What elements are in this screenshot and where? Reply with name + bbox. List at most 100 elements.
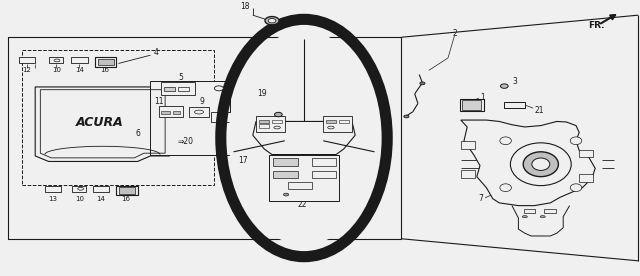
- Bar: [71, 57, 88, 63]
- Bar: [579, 174, 593, 182]
- Bar: [150, 81, 230, 155]
- Bar: [119, 187, 135, 194]
- Ellipse shape: [195, 110, 204, 114]
- Polygon shape: [35, 87, 172, 161]
- Bar: [259, 124, 269, 128]
- Text: 14: 14: [75, 67, 84, 73]
- Text: 8: 8: [255, 104, 260, 113]
- Ellipse shape: [265, 17, 279, 25]
- Ellipse shape: [78, 187, 83, 190]
- Ellipse shape: [570, 137, 582, 145]
- Text: 14: 14: [97, 196, 106, 202]
- Text: 21: 21: [534, 106, 544, 115]
- Ellipse shape: [241, 111, 249, 116]
- Bar: [49, 57, 63, 63]
- FancyBboxPatch shape: [323, 116, 352, 132]
- Text: 11: 11: [154, 97, 163, 106]
- Text: 16: 16: [100, 67, 109, 73]
- Bar: [93, 186, 109, 192]
- Bar: [259, 120, 269, 123]
- Text: 14: 14: [217, 104, 226, 110]
- Ellipse shape: [214, 86, 223, 91]
- Text: FR.: FR.: [588, 21, 605, 30]
- Text: 2: 2: [452, 29, 457, 38]
- Bar: [273, 171, 298, 178]
- Text: 9: 9: [199, 97, 204, 106]
- Bar: [544, 209, 556, 213]
- Bar: [178, 87, 189, 91]
- Bar: [98, 59, 114, 65]
- Bar: [116, 186, 138, 195]
- Bar: [312, 171, 336, 178]
- Bar: [272, 120, 282, 123]
- Bar: [95, 57, 116, 67]
- Bar: [460, 99, 484, 111]
- FancyBboxPatch shape: [161, 82, 195, 95]
- Bar: [173, 111, 180, 114]
- Bar: [22, 50, 214, 185]
- FancyBboxPatch shape: [269, 155, 339, 201]
- Polygon shape: [461, 120, 595, 206]
- Bar: [524, 209, 535, 213]
- Ellipse shape: [275, 112, 282, 117]
- Ellipse shape: [420, 82, 425, 85]
- Text: 12: 12: [22, 67, 31, 73]
- Bar: [288, 182, 312, 189]
- Ellipse shape: [500, 84, 508, 88]
- Bar: [504, 102, 525, 108]
- Text: 10: 10: [76, 196, 84, 202]
- Text: 5: 5: [178, 73, 183, 82]
- Bar: [273, 158, 298, 166]
- Text: 19: 19: [257, 89, 268, 98]
- Text: 18: 18: [240, 2, 250, 11]
- Bar: [8, 37, 401, 239]
- Text: 13: 13: [49, 196, 58, 202]
- FancyBboxPatch shape: [211, 112, 232, 122]
- Text: 10: 10: [52, 67, 61, 73]
- Text: 15: 15: [239, 135, 250, 144]
- Bar: [326, 120, 336, 123]
- Ellipse shape: [540, 216, 545, 218]
- Ellipse shape: [500, 184, 511, 192]
- Bar: [461, 141, 475, 149]
- Bar: [462, 100, 481, 110]
- FancyBboxPatch shape: [189, 107, 209, 117]
- FancyBboxPatch shape: [256, 116, 285, 132]
- Ellipse shape: [268, 18, 276, 23]
- Text: 17: 17: [238, 156, 248, 164]
- Bar: [164, 87, 175, 91]
- Bar: [339, 120, 349, 123]
- Bar: [312, 158, 336, 166]
- Text: 20: 20: [228, 73, 237, 82]
- Ellipse shape: [328, 126, 334, 129]
- Ellipse shape: [523, 152, 558, 177]
- Text: 3: 3: [512, 77, 517, 86]
- Bar: [72, 186, 86, 192]
- Ellipse shape: [522, 216, 527, 218]
- FancyBboxPatch shape: [159, 106, 183, 117]
- Text: 7: 7: [478, 194, 483, 203]
- Ellipse shape: [404, 115, 409, 118]
- Ellipse shape: [500, 137, 511, 145]
- Ellipse shape: [233, 130, 241, 135]
- Ellipse shape: [570, 184, 582, 192]
- Ellipse shape: [284, 193, 289, 196]
- Ellipse shape: [229, 31, 379, 245]
- Ellipse shape: [511, 143, 571, 185]
- Text: ⇒20: ⇒20: [178, 137, 193, 146]
- Text: 16: 16: [122, 196, 131, 202]
- Bar: [461, 170, 475, 178]
- Bar: [45, 186, 61, 192]
- Text: ACURA: ACURA: [76, 116, 123, 129]
- Bar: [579, 150, 593, 157]
- Text: 22: 22: [298, 200, 307, 209]
- Bar: [19, 57, 35, 63]
- Polygon shape: [253, 121, 355, 155]
- Ellipse shape: [54, 59, 60, 62]
- Text: 1: 1: [480, 93, 484, 102]
- Text: 6: 6: [136, 129, 141, 137]
- Ellipse shape: [532, 158, 550, 170]
- Bar: [161, 111, 170, 114]
- Ellipse shape: [274, 126, 280, 129]
- Text: 4: 4: [154, 49, 159, 57]
